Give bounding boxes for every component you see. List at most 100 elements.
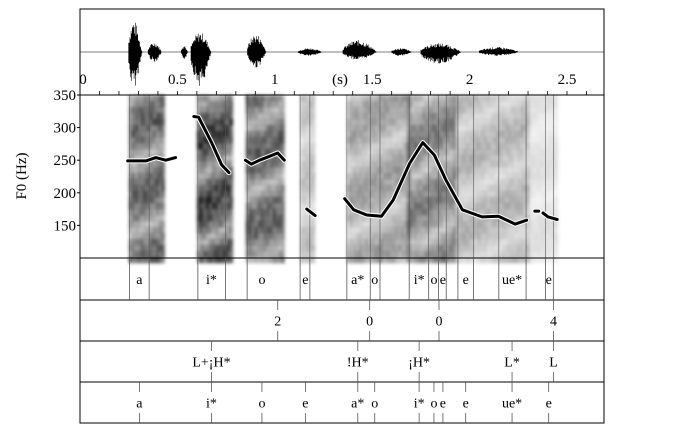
spectrogram-cell — [425, 95, 429, 102]
spectrogram-cell — [537, 161, 541, 168]
spectrogram-cell — [394, 155, 399, 162]
spectrogram-cell — [511, 125, 515, 132]
spectrogram-cell — [254, 191, 258, 198]
spectrogram-cell — [394, 137, 399, 144]
spectrogram-cell — [487, 161, 491, 168]
spectrogram-cell — [546, 107, 550, 114]
spectrogram-cell — [376, 179, 381, 186]
spectrogram-cell — [260, 131, 264, 138]
spectrogram-cell — [155, 179, 159, 186]
spectrogram-cell — [511, 215, 515, 222]
spectrogram-cell — [549, 167, 553, 174]
spectrogram-cell — [140, 245, 144, 252]
spectrogram-cell — [555, 185, 559, 192]
spectrogram-cell — [355, 239, 360, 246]
spectrogram-cell — [400, 221, 405, 228]
spectrogram-cell — [452, 143, 456, 150]
spectrogram-cell — [367, 191, 372, 198]
spectrogram-cell — [540, 257, 544, 264]
spectrogram-cell — [312, 173, 316, 180]
spectrogram-cell — [149, 203, 153, 210]
spectrogram-cell — [460, 239, 464, 246]
spectrogram-cell — [312, 203, 316, 210]
spectrogram-cell — [355, 251, 360, 258]
spectrogram-cell — [428, 95, 432, 102]
spectrogram-cell — [469, 233, 473, 240]
spectrogram-cell — [493, 125, 497, 132]
spectrogram-cell — [549, 143, 553, 150]
spectrogram-cell — [434, 257, 438, 264]
spectrogram-cell — [146, 119, 150, 126]
spectrogram-cell — [309, 191, 313, 198]
spectrogram-cell — [407, 113, 411, 120]
spectrogram-cell — [263, 227, 267, 234]
spectrogram-cell — [466, 173, 470, 180]
spectrogram-cell — [528, 239, 532, 246]
spectrogram-cell — [149, 149, 153, 156]
spectrogram-cell — [214, 107, 219, 114]
spectrogram-cell — [152, 179, 156, 186]
spectrogram-cell — [349, 137, 354, 144]
spectrogram-cell — [229, 131, 234, 138]
spectrogram-cell — [540, 113, 544, 120]
spectrogram-cell — [358, 257, 363, 264]
spectrogram-cell — [208, 221, 213, 228]
spectrogram-cell — [251, 149, 255, 156]
spectrogram-cell — [229, 137, 234, 144]
spectrogram-cell — [346, 101, 351, 108]
spectrogram-cell — [303, 209, 307, 216]
point-label: e — [302, 397, 308, 412]
spectrogram-cell — [385, 155, 390, 162]
spectrogram-cell — [312, 95, 316, 102]
spectrogram-cell — [364, 167, 369, 174]
spectrogram-cell — [481, 125, 485, 132]
spectrogram-cell — [457, 227, 461, 234]
spectrogram-cell — [161, 197, 165, 204]
spectrogram-cell — [370, 209, 375, 216]
y-tick-label: 350 — [54, 88, 77, 104]
spectrogram-cell — [537, 101, 541, 108]
spectrogram-cell — [217, 251, 222, 258]
spectrogram-cell — [425, 155, 429, 162]
spectrogram-cell — [517, 101, 521, 108]
spectrogram-cell — [511, 173, 515, 180]
spectrogram-cell — [312, 125, 316, 132]
spectrogram-cell — [388, 215, 393, 222]
spectrogram-cell — [528, 233, 532, 240]
spectrogram-cell — [358, 155, 363, 162]
interval-label: a* — [351, 273, 364, 288]
spectrogram-cell — [481, 179, 485, 186]
spectrogram-cell — [449, 161, 453, 168]
spectrogram-cell — [361, 221, 366, 228]
spectrogram-cell — [257, 131, 261, 138]
spectrogram-cell — [364, 119, 369, 126]
spectrogram-cell — [431, 227, 435, 234]
spectrogram-cell — [440, 95, 444, 102]
spectrogram-cell — [373, 161, 378, 168]
spectrogram-cell — [306, 95, 310, 102]
spectrogram-cell — [220, 227, 225, 234]
spectrogram-cell — [269, 107, 273, 114]
spectrogram-cell — [379, 113, 384, 120]
spectrogram-cell — [428, 251, 432, 258]
spectrogram-cell — [517, 95, 521, 102]
spectrogram-cell — [214, 119, 219, 126]
spectrogram-cell — [158, 245, 162, 252]
spectrogram-cell — [534, 143, 538, 150]
spectrogram-cell — [205, 113, 210, 120]
spectrogram-cell — [140, 101, 144, 108]
spectrogram-cell — [526, 209, 530, 216]
spectrogram-cell — [257, 191, 261, 198]
spectrogram-cell — [140, 185, 144, 192]
spectrogram-cell — [303, 245, 307, 252]
spectrogram-cell — [214, 101, 219, 108]
spectrogram-cell — [370, 113, 375, 120]
spectrogram-cell — [490, 125, 494, 132]
spectrogram-cell — [158, 185, 162, 192]
spectrogram-cell — [543, 161, 547, 168]
spectrogram-cell — [155, 251, 159, 258]
spectrogram-cell — [275, 221, 279, 228]
spectrogram-cell — [511, 95, 515, 102]
spectrogram-cell — [199, 227, 204, 234]
spectrogram-cell — [419, 197, 423, 204]
